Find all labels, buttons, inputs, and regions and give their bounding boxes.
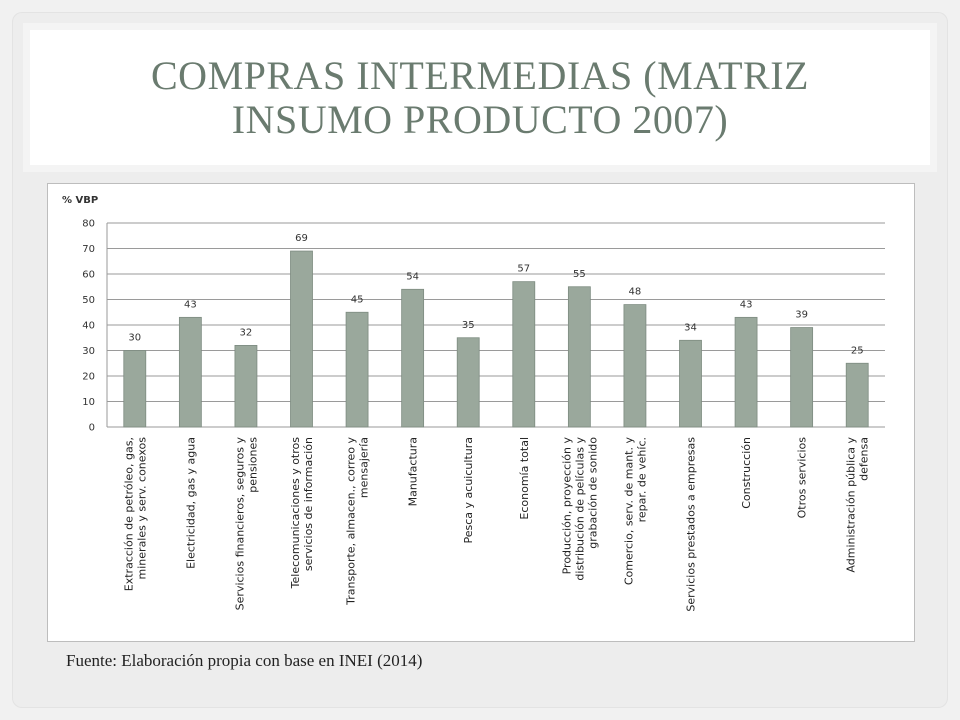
bar (734, 316, 758, 428)
x-category-label: Economía total (518, 437, 531, 520)
x-category-label-line: Telecomunicaciones y otros (289, 437, 302, 590)
x-category-label-line: minerales y serv. conexos (135, 437, 148, 580)
x-category-label: Pesca y acuicultura (462, 437, 475, 543)
x-category-label-line: Comercio, serv. de mant. y (622, 437, 635, 586)
x-category-label: Manufactura (407, 437, 420, 506)
bars (123, 250, 869, 428)
x-category-label-line: defensa (858, 437, 871, 481)
page-title: COMPRAS INTERMEDIAS (MATRIZ INSUMO PRODU… (30, 54, 930, 142)
data-label: 55 (573, 269, 586, 280)
bar (401, 288, 425, 428)
title-line-1: COMPRAS INTERMEDIAS (MATRIZ (151, 53, 809, 98)
x-category-label-line: Administración pública y (845, 437, 858, 573)
y-tick-label: 70 (82, 244, 95, 255)
y-tick-label: 80 (82, 219, 95, 230)
data-label: 30 (128, 333, 141, 344)
y-tick-label: 10 (82, 397, 95, 408)
source-note: Fuente: Elaboración propia con base en I… (66, 651, 423, 670)
data-label: 57 (517, 264, 530, 275)
bar (123, 350, 147, 428)
data-label: 43 (740, 299, 753, 310)
x-category-label-line: Construcción (740, 437, 753, 509)
y-tick-label: 30 (82, 346, 95, 357)
bar (456, 337, 480, 428)
x-category-label: Telecomunicaciones y otros servicios de i… (289, 437, 315, 590)
data-label: 45 (351, 294, 364, 305)
x-category-label: Transporte, almacen., correo y mensajería (345, 437, 371, 606)
x-category-label: Extracción de petróleo, gas, minerales y … (122, 437, 148, 591)
x-category-label: Construcción (740, 437, 753, 509)
y-tick-label: 20 (82, 372, 95, 383)
x-category-label-line: Producción, proyección y (560, 437, 573, 575)
bar (512, 281, 536, 428)
y-tick-label: 40 (82, 321, 95, 332)
x-category-label-line: Electricidad, gas y agua (184, 437, 197, 569)
x-category-label: Otros servicios (796, 437, 809, 519)
x-category-label-line: Servicios prestados a empresas (685, 437, 698, 612)
x-category-label-line: mensajería (358, 437, 371, 498)
bar (623, 304, 647, 428)
data-label: 69 (295, 233, 308, 244)
x-category-label: Producción, proyección y distribución de … (560, 437, 599, 581)
data-label: 43 (184, 299, 197, 310)
x-category-label-line: Otros servicios (796, 437, 809, 519)
x-category-label-line: repar. de vehíc. (635, 437, 648, 522)
data-label: 34 (684, 322, 697, 333)
data-labels: 30 43 32 69 45 54 35 57 55 48 34 43 39 25 (128, 233, 863, 356)
bar (234, 344, 258, 428)
y-tick-labels: 0 10 20 30 40 50 60 70 80 (82, 219, 95, 434)
bar (679, 339, 702, 428)
bar (345, 311, 369, 428)
x-category-label: Comercio, serv. de mant. y repar. de vehí… (622, 437, 648, 586)
bar-chart: % VBP 0 10 20 30 40 50 60 70 80 30 43 32 69 45 54 35 57… (62, 195, 885, 612)
bar (790, 327, 814, 428)
y-tick-label: 50 (82, 295, 95, 306)
x-category-label-line: Extracción de petróleo, gas, (122, 437, 135, 591)
chart-container: % VBP 0 10 20 30 40 50 60 70 80 30 43 32 69 45 54 35 57… (47, 183, 915, 642)
title-line-2: INSUMO PRODUCTO 2007) (231, 97, 729, 142)
bar (178, 316, 202, 428)
bar (567, 286, 591, 428)
x-category-label-line: Economía total (518, 437, 531, 520)
x-category-label-line: Manufactura (407, 437, 420, 506)
x-category-label: Electricidad, gas y agua (184, 437, 197, 569)
x-category-label-line: Pesca y acuicultura (462, 437, 475, 543)
data-label: 35 (462, 320, 475, 331)
gridlines (106, 222, 885, 428)
x-category-label-line: Servicios financieros, seguros y (233, 437, 246, 611)
data-label: 54 (406, 271, 419, 282)
y-axis-label: % VBP (62, 195, 98, 206)
x-category-label-line: servicios de información (302, 437, 315, 571)
x-category-label: Administración pública y defensa (845, 437, 871, 573)
x-category-label-line: distribución de películas y (573, 437, 586, 581)
x-category-label-line: Transporte, almacen., correo y (345, 437, 358, 606)
bar (290, 250, 313, 428)
data-label: 39 (795, 310, 808, 321)
data-label: 48 (629, 287, 642, 298)
x-category-label-line: pensiones (246, 437, 259, 493)
y-tick-label: 0 (89, 423, 95, 434)
title-box: COMPRAS INTERMEDIAS (MATRIZ INSUMO PRODU… (30, 30, 930, 165)
data-label: 25 (851, 345, 864, 356)
x-category-label: Servicios financieros, seguros y pensione… (233, 437, 259, 611)
y-tick-label: 60 (82, 270, 95, 281)
data-label: 32 (240, 327, 253, 338)
bar (845, 362, 869, 428)
x-category-labels: Extracción de petróleo, gas, minerales y … (122, 437, 870, 612)
x-category-label-line: grabación de sonido (586, 437, 599, 549)
x-category-label: Servicios prestados a empresas (685, 437, 698, 612)
